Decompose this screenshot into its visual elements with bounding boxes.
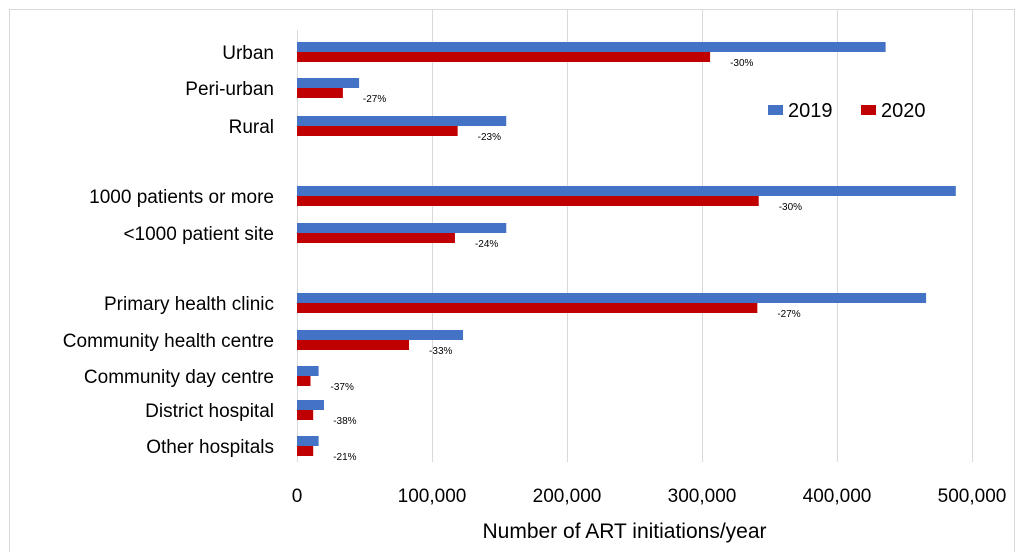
bar-2020-1	[297, 88, 343, 98]
bar-2019-3	[297, 186, 956, 196]
data-label: -27%	[363, 94, 386, 105]
category-label: Other hospitals	[146, 437, 274, 458]
data-label: -27%	[777, 309, 800, 320]
category-label: District hospital	[145, 401, 274, 422]
x-tick-label: 200,000	[533, 486, 602, 507]
category-label: Rural	[229, 117, 274, 138]
data-label: -23%	[478, 132, 501, 143]
x-axis-title: Number of ART initiations/year	[482, 520, 766, 543]
category-label: <1000 patient site	[123, 224, 274, 245]
data-label: -38%	[333, 416, 356, 427]
legend-label: 2019	[788, 100, 833, 122]
data-label: -21%	[333, 452, 356, 463]
bar-2019-0	[297, 42, 886, 52]
chart-frame	[9, 9, 1015, 552]
bar-2019-2	[297, 116, 507, 126]
legend-swatch-2020	[861, 105, 876, 115]
bar-2019-9	[297, 436, 319, 446]
x-tick-label: 0	[292, 486, 303, 507]
legend-swatch-2019	[768, 105, 783, 115]
bar-2019-7	[297, 366, 319, 376]
bar-2019-1	[297, 78, 360, 88]
bar-2020-8	[297, 410, 314, 420]
data-label: -33%	[429, 346, 452, 357]
bar-2019-6	[297, 330, 464, 340]
legend-label: 2020	[881, 100, 926, 122]
category-label: Urban	[222, 43, 274, 64]
bar-2019-5	[297, 293, 927, 303]
bar-2020-5	[297, 303, 758, 313]
category-label: Community health centre	[63, 331, 274, 352]
x-tick-label: 300,000	[668, 486, 737, 507]
bar-2020-6	[297, 340, 410, 350]
data-label: -30%	[730, 58, 753, 69]
bar-2019-8	[297, 400, 324, 410]
data-label: -24%	[475, 239, 498, 250]
bar-2020-4	[297, 233, 455, 243]
bar-2020-2	[297, 126, 458, 136]
category-label: 1000 patients or more	[89, 187, 274, 208]
x-tick-label: 500,000	[938, 486, 1007, 507]
category-label: Community day centre	[84, 367, 274, 388]
x-tick-label: 400,000	[803, 486, 872, 507]
data-label: -37%	[331, 382, 354, 393]
bar-2020-0	[297, 52, 711, 62]
bar-2019-4	[297, 223, 507, 233]
bar-2020-9	[297, 446, 314, 456]
bar-2020-7	[297, 376, 311, 386]
category-label: Peri-urban	[185, 79, 274, 100]
bar-2020-3	[297, 196, 759, 206]
data-label: -30%	[779, 202, 802, 213]
x-tick-label: 100,000	[398, 486, 467, 507]
category-label: Primary health clinic	[104, 294, 274, 315]
